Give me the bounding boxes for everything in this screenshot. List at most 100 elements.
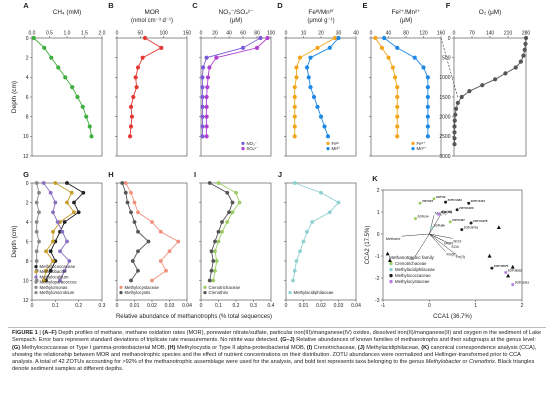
- data-point: [306, 75, 311, 80]
- series-line: [375, 37, 398, 137]
- data-point: [150, 278, 154, 283]
- data-point: [142, 35, 148, 41]
- caption-or: or: [460, 359, 469, 366]
- legend-marker: [411, 147, 415, 151]
- caption-genus-2: Crenothrix: [468, 359, 495, 366]
- x-tick-label: 2: [521, 303, 524, 309]
- data-point: [315, 45, 320, 50]
- caption-intro: Depth profiles of methane, methane oxida…: [12, 330, 542, 344]
- data-point: [72, 200, 76, 205]
- panel-letter: H: [108, 170, 113, 179]
- legend-label: Methylobacter: [40, 269, 68, 274]
- data-point: [225, 220, 230, 224]
- caption-gj-text: Relative abundances of known families of…: [294, 337, 536, 344]
- data-point: [325, 134, 331, 139]
- legend-label: Methylocystis: [125, 290, 151, 295]
- cca-vector-label: Mn(IV): [435, 211, 447, 215]
- x-tick-label: 0: [116, 31, 119, 37]
- data-point: [136, 249, 140, 254]
- data-point: [200, 124, 205, 129]
- otu-point: [490, 266, 494, 270]
- legend-marker: [389, 267, 393, 272]
- panel-frame: [116, 37, 188, 157]
- caption-panel-h: (H): [167, 344, 176, 351]
- otu-point: [460, 228, 464, 232]
- data-point: [395, 94, 400, 100]
- series-line: [454, 37, 527, 145]
- y-tick-label: 1000: [439, 75, 450, 81]
- sample-triangle: [496, 225, 501, 229]
- data-point: [51, 259, 55, 263]
- panel-letter: K: [372, 174, 378, 183]
- data-point: [294, 259, 299, 263]
- series-line: [292, 182, 340, 281]
- legend-marker: [34, 285, 38, 289]
- caption-genus-1: Methylobacter: [425, 359, 461, 366]
- legend-label: Mn²⁺: [417, 146, 427, 151]
- data-point: [134, 85, 139, 90]
- data-point: [207, 65, 212, 70]
- data-point: [76, 210, 81, 215]
- data-point: [425, 124, 430, 129]
- data-point: [130, 259, 135, 263]
- data-point: [319, 190, 323, 195]
- x-tick-label: 0.03: [334, 303, 344, 309]
- data-point: [205, 85, 210, 90]
- data-point: [211, 259, 216, 263]
- legend-marker: [326, 141, 330, 145]
- data-point: [453, 106, 459, 111]
- data-point: [521, 53, 526, 58]
- data-point: [294, 75, 299, 80]
- data-point: [216, 181, 221, 185]
- x-tick-label: 0.03: [165, 303, 175, 309]
- data-point: [292, 85, 297, 90]
- cca-vector: [429, 233, 446, 252]
- otu-point: [455, 208, 459, 212]
- data-point: [291, 278, 295, 283]
- data-point: [34, 259, 39, 263]
- cca-vector: [429, 233, 451, 245]
- legend-label: Crenothrix: [209, 290, 230, 295]
- data-point: [51, 210, 55, 215]
- data-point: [258, 35, 263, 41]
- otu-label: ZOTU2: [436, 195, 446, 199]
- x-tick-label: 0.04: [182, 303, 192, 309]
- x-tick-label: 160: [437, 31, 446, 37]
- panel-title: Fe²⁺/Mn²⁺: [391, 9, 420, 16]
- data-point: [200, 94, 205, 100]
- data-point: [308, 55, 313, 60]
- data-point: [213, 249, 217, 254]
- data-point: [31, 35, 36, 41]
- legend-label: Methylacidiphilaceae: [395, 267, 435, 272]
- series-line: [201, 37, 261, 137]
- cca-vector-label: Fe(III): [442, 210, 453, 214]
- data-point: [213, 239, 217, 244]
- data-point: [176, 239, 181, 244]
- cca-vector: [401, 233, 430, 237]
- data-point: [135, 65, 141, 70]
- panel-letter: G: [23, 170, 29, 179]
- panel-frame: [200, 37, 272, 157]
- y-tick-label: 1500: [439, 95, 450, 101]
- otu-point: [413, 217, 417, 221]
- data-point: [216, 239, 221, 244]
- data-point: [44, 249, 48, 254]
- data-point: [425, 114, 430, 119]
- data-point: [452, 124, 457, 129]
- panel-a: 0.0 0.5 1.0 1.5 2.0 0 2 4 6 8 10 12 CH₄ (mM) A: [23, 1, 106, 160]
- legend-marker: [34, 280, 38, 284]
- data-point: [136, 229, 140, 234]
- data-point: [65, 200, 69, 205]
- legend-label: Mnᴵⱽ: [332, 146, 341, 151]
- data-point: [292, 268, 297, 273]
- data-point: [125, 200, 130, 205]
- otu-label: ZOTU86: [434, 223, 445, 227]
- x-tick-label: 280: [522, 31, 531, 37]
- x-tick-label: 0.3: [250, 303, 257, 309]
- data-point: [523, 41, 528, 47]
- data-point: [205, 75, 211, 80]
- x-tick-label: 40: [386, 31, 392, 37]
- data-point: [332, 35, 338, 41]
- panel-e: 0 40 80 120 160 Fe²⁺Mn²⁺ Fe²⁺/Mn²⁺ (μM) E: [362, 1, 446, 157]
